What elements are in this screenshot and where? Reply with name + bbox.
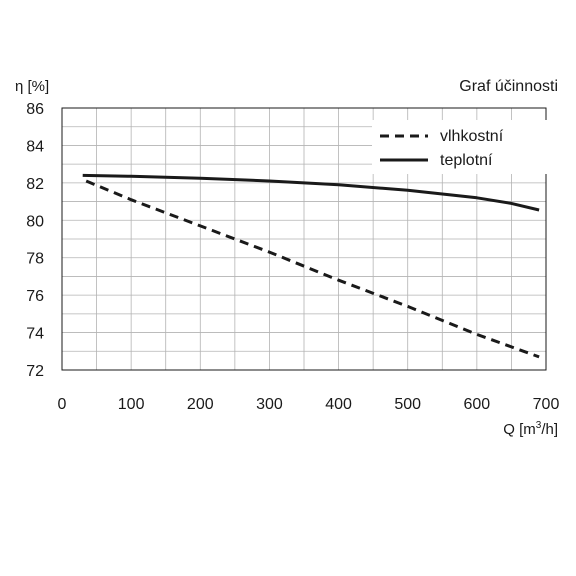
y-tick-label-82: 82	[26, 176, 44, 193]
legend-label-vlhkostni: vlhkostní	[440, 128, 504, 145]
plot-frame	[61, 107, 547, 371]
y-tick-label-78: 78	[26, 251, 44, 268]
x-tick-label-600: 600	[464, 396, 491, 413]
x-tick-label-0: 0	[58, 396, 67, 413]
x-tick-label-200: 200	[187, 396, 214, 413]
y-tick-label-80: 80	[26, 213, 44, 230]
y-tick-label-72: 72	[26, 363, 44, 380]
x-axis-label-main: Q [m	[503, 421, 536, 438]
series-line-teplotni	[82, 173, 540, 212]
y-tick-label-74: 74	[26, 326, 44, 343]
y-tick-label-76: 76	[26, 288, 44, 305]
chart-title: Graf účinnosti	[459, 78, 558, 95]
tick-labels: 0 100 200 300 400 500 600 700 72 74 76 78 80 82 84 86	[26, 101, 559, 413]
legend-background	[372, 120, 548, 174]
x-tick-label-400: 400	[325, 396, 352, 413]
legend: vlhkostní teplotní	[372, 120, 548, 174]
y-axis-label: η [%]	[15, 78, 49, 95]
x-tick-label-500: 500	[394, 396, 421, 413]
x-tick-label-300: 300	[256, 396, 283, 413]
series-line-vlhkostni	[85, 179, 540, 359]
x-tick-label-100: 100	[118, 396, 145, 413]
x-axis-label-end: /h]	[541, 421, 558, 438]
x-tick-label-700: 700	[533, 396, 560, 413]
y-tick-label-86: 86	[26, 101, 44, 118]
series	[82, 173, 540, 359]
y-tick-label-84: 84	[26, 138, 44, 155]
legend-label-teplotni: teplotní	[440, 152, 493, 169]
x-axis-label-superscript: 3	[536, 420, 542, 431]
x-axis-label: Q [m3/h]	[503, 420, 558, 438]
